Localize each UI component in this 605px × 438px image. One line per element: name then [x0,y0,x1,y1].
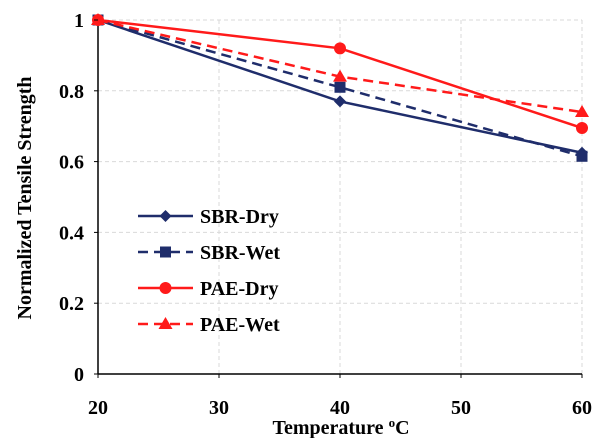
legend-item-pae-wet: PAE-Wet [138,314,280,336]
legend-marker-pae-wet [158,317,173,329]
legend-marker-pae-dry [159,282,172,294]
x-tick-label: 20 [88,397,108,419]
y-tick-label: 0.6 [59,152,84,174]
legend-label-sbr-wet: SBR-Wet [200,242,280,264]
series-line-sbr-wet [97,18,583,158]
legend-label-sbr-dry: SBR-Dry [200,206,279,228]
x-axis-title-degree: o [389,415,396,430]
legend-item-sbr-wet: SBR-Wet [138,242,280,264]
series-layer [91,13,589,162]
legend-item-pae-dry: PAE-Dry [138,278,279,300]
y-tick-label: 0.2 [59,293,84,315]
legend: SBR-Dry SBR-Wet PAE-Dry PAE-Wet [138,206,280,336]
x-axis-title-unit: C [395,417,409,438]
y-axis-title: Normalized Tensile Strength [14,77,36,320]
legend-label-pae-wet: PAE-Wet [200,314,280,336]
data-point-pae-dry [334,42,346,55]
x-tick-label: 50 [451,397,471,419]
data-point-sbr-dry [334,95,346,108]
y-tick-label: 0.4 [59,222,84,244]
legend-marker-sbr-dry [159,210,172,222]
data-point-pae-wet [575,105,589,118]
data-point-sbr-wet [334,81,346,93]
x-tick-label: 30 [209,397,229,419]
y-tick-label: 0 [74,364,84,386]
x-axis-title-text: Temperature [272,417,383,438]
data-point-pae-dry [576,121,588,134]
data-point-pae-wet [91,13,105,25]
y-tick-label: 0.8 [59,81,84,103]
series-pae-wet [91,13,589,118]
legend-item-sbr-dry: SBR-Dry [138,206,279,228]
data-point-pae-wet [333,69,347,82]
x-tick-label: 40 [330,397,350,419]
legend-marker-sbr-wet [160,246,171,258]
x-tick-label: 60 [572,397,592,419]
data-point-sbr-wet [576,150,588,162]
ticks-layer: 0 0.2 0.4 0.6 0.8 1 20 30 40 50 60 [59,10,592,419]
legend-label-pae-dry: PAE-Dry [200,278,279,300]
x-axis-title: Temperature oC [272,415,409,438]
y-tick-label: 1 [74,10,84,32]
